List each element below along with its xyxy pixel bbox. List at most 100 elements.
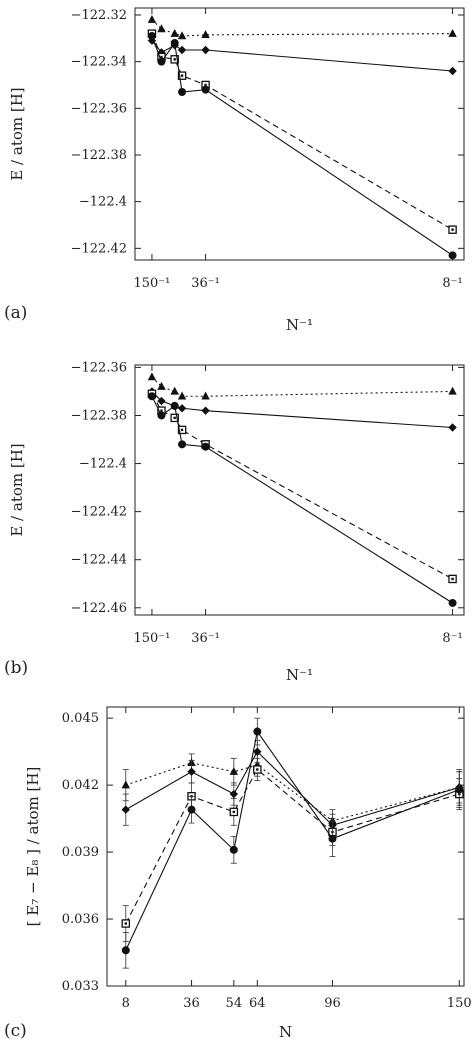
data-point — [147, 392, 156, 401]
data-point — [448, 598, 457, 607]
data-point — [157, 57, 166, 66]
y-axis-title: E / atom [H] — [8, 443, 26, 536]
data-point — [229, 767, 239, 775]
data-point — [201, 85, 210, 94]
y-axis-title: E / atom [H] — [8, 87, 26, 180]
data-point-dot — [160, 55, 163, 59]
data-point-dot — [256, 768, 259, 771]
data-point — [201, 406, 210, 415]
y-tick-label: 0.033 — [62, 979, 99, 994]
data-point — [177, 45, 187, 55]
data-point — [201, 442, 210, 451]
data-point — [448, 386, 457, 395]
data-point — [201, 391, 210, 400]
y-tick-label: −122.38 — [71, 408, 127, 423]
data-point — [229, 845, 238, 854]
series-line — [125, 730, 460, 951]
y-tick-label: −122.36 — [71, 360, 127, 375]
x-tick-label: 36⁻¹ — [191, 276, 220, 291]
y-tick-label: 0.039 — [62, 845, 99, 860]
data-point — [170, 28, 179, 37]
data-point — [455, 785, 464, 794]
panel-label: (a) — [4, 303, 27, 323]
y-tick-label: 0.045 — [62, 711, 99, 726]
series-line — [151, 396, 453, 604]
data-point-dot — [160, 409, 163, 412]
x-axis-title: N⁻¹ — [286, 666, 313, 684]
series-line — [151, 391, 453, 429]
data-point-dot — [451, 577, 454, 581]
x-tick-label: 96 — [324, 996, 341, 1011]
panel-b: −122.36 −122.38 −122.4 −122.42 −122.44 −122.4… — [4, 360, 465, 684]
data-point — [177, 391, 187, 400]
data-point-dot — [173, 416, 176, 420]
y-tick-label: −122.42 — [71, 241, 127, 256]
y-tick-label: −122.4 — [79, 195, 127, 210]
data-point — [121, 805, 130, 814]
x-tick-label: 8⁻¹ — [442, 631, 462, 646]
data-point-dot — [451, 228, 454, 231]
data-point — [170, 39, 179, 47]
data-point — [157, 396, 166, 406]
data-point — [147, 14, 157, 23]
panel-label: (c) — [4, 1021, 27, 1041]
series-circle — [121, 717, 464, 969]
series-triangle — [147, 372, 457, 400]
series-line — [151, 376, 453, 397]
panel-c: 0.033 0.036 0.039 0.042 0.045 8 36 54 64 96 150 N [ … — [4, 706, 472, 1041]
y-tick-label: −122.34 — [71, 55, 127, 70]
series-square — [147, 389, 457, 584]
panel-a: −122.32 −122.34 −122.36 −122.38 −122.4 −122.4… — [4, 7, 465, 334]
series-line — [151, 19, 453, 37]
x-tick-label: 150 — [447, 996, 472, 1011]
x-axis-title: N⁻¹ — [286, 316, 313, 334]
x-tick-label: 36⁻¹ — [191, 631, 220, 646]
series-line — [151, 35, 453, 256]
y-tick-label: −122.32 — [71, 8, 127, 23]
data-point — [448, 423, 457, 432]
data-point — [229, 789, 239, 799]
panel-label: (b) — [4, 658, 28, 678]
x-tick-label: 36 — [183, 996, 200, 1011]
series-line — [125, 768, 460, 924]
y-tick-label: −122.36 — [71, 101, 127, 116]
data-point — [448, 28, 457, 37]
series-square — [147, 29, 457, 234]
data-point-dot — [180, 74, 184, 77]
data-point — [147, 372, 157, 381]
plot-frame — [106, 706, 465, 987]
data-point — [448, 66, 457, 76]
x-tick-label: 150⁻¹ — [133, 631, 170, 646]
series-diamond — [147, 36, 457, 76]
data-point — [157, 24, 166, 33]
plot-frame — [134, 364, 465, 616]
y-tick-label: 0.036 — [62, 912, 99, 927]
data-point-dot — [204, 83, 207, 87]
y-tick-label: 0.042 — [62, 778, 99, 793]
series-line — [151, 33, 453, 231]
y-tick-label: −122.4 — [79, 457, 127, 472]
y-tick-label: −122.46 — [71, 601, 127, 616]
data-point — [147, 32, 156, 40]
data-point — [157, 411, 166, 420]
series-circle — [147, 32, 457, 260]
series-triangle — [121, 753, 464, 833]
series-line — [151, 393, 453, 580]
data-point-dot — [180, 428, 184, 432]
x-tick-label: 150⁻¹ — [133, 276, 170, 291]
series-line — [151, 40, 453, 72]
x-tick-label: 54 — [226, 996, 243, 1011]
data-point — [448, 251, 457, 260]
x-tick-label: 64 — [249, 996, 266, 1011]
data-point — [187, 767, 196, 776]
data-point — [157, 381, 166, 390]
data-point — [177, 31, 187, 40]
data-point — [170, 386, 179, 395]
data-point — [157, 48, 166, 57]
data-point — [201, 45, 210, 55]
y-tick-label: −122.42 — [71, 505, 127, 520]
series-line — [125, 762, 460, 822]
data-point — [187, 805, 196, 814]
data-point — [170, 401, 179, 410]
